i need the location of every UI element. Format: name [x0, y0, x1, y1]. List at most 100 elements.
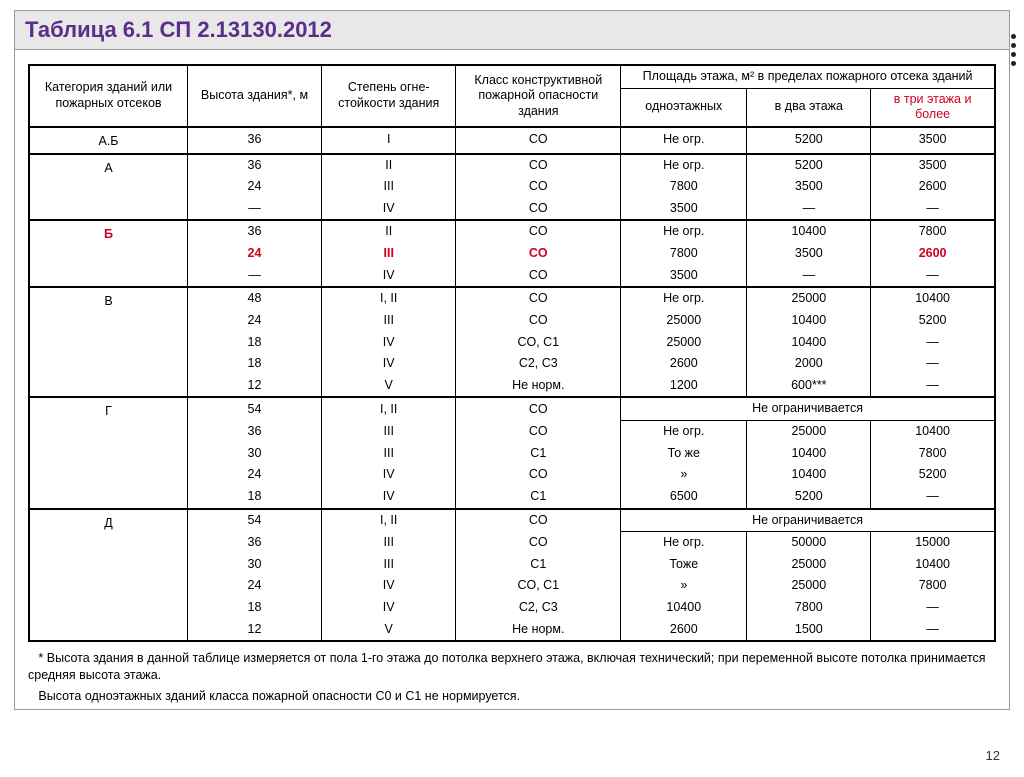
- table-cell: 1500: [747, 619, 871, 642]
- table-cell: Не огр.: [621, 532, 747, 554]
- table-cell: С1: [456, 486, 621, 509]
- table-cell-category: Г: [29, 397, 188, 508]
- table-cell: 10400: [621, 597, 747, 619]
- table-cell: CO, С1: [456, 332, 621, 354]
- table-cell: IV: [321, 464, 455, 486]
- footnote-1: * Высота здания в данной таблице измеряе…: [26, 650, 998, 684]
- table-cell: CO: [456, 509, 621, 532]
- table-cell: CO: [456, 532, 621, 554]
- table-cell: 7800: [747, 597, 871, 619]
- table-cell: IV: [321, 486, 455, 509]
- table-cell: CO: [456, 287, 621, 310]
- table-cell: 36: [188, 220, 322, 243]
- table-cell: I, II: [321, 509, 455, 532]
- table-cell: 3500: [871, 154, 995, 177]
- table-cell: —: [871, 597, 995, 619]
- table-cell: Не огр.: [621, 220, 747, 243]
- table-cell: Не огр.: [621, 154, 747, 177]
- table-cell: CO: [456, 310, 621, 332]
- corner-dots-icon: [1011, 34, 1016, 66]
- table-cell: 10400: [871, 554, 995, 576]
- table-cell: 3500: [747, 243, 871, 265]
- table-cell: III: [321, 176, 455, 198]
- table-cell: —: [188, 198, 322, 221]
- table-cell: Не огр.: [621, 127, 747, 154]
- table-cell: 3500: [747, 176, 871, 198]
- table-cell: CO: [456, 127, 621, 154]
- table-cell: II: [321, 154, 455, 177]
- table-cell: 2600: [621, 353, 747, 375]
- table-cell: III: [321, 532, 455, 554]
- table-cell: I, II: [321, 397, 455, 420]
- table-cell: 25000: [621, 332, 747, 354]
- table-cell: 25000: [747, 287, 871, 310]
- table-cell: —: [871, 265, 995, 288]
- table-cell: Не огр.: [621, 287, 747, 310]
- table-cell: 6500: [621, 486, 747, 509]
- table-cell: 10400: [747, 464, 871, 486]
- table-cell: CO: [456, 220, 621, 243]
- table-cell: С2, С3: [456, 597, 621, 619]
- table-cell: V: [321, 375, 455, 398]
- table-cell: 2600: [621, 619, 747, 642]
- table-cell: 5200: [871, 464, 995, 486]
- table-cell: 10400: [747, 332, 871, 354]
- table-cell: 48: [188, 287, 322, 310]
- page-number: 12: [986, 748, 1000, 763]
- table-cell: —: [871, 198, 995, 221]
- table-cell: 18: [188, 332, 322, 354]
- table-cell-category: А.Б: [29, 127, 188, 154]
- table-cell: CO: [456, 198, 621, 221]
- table-cell: —: [747, 265, 871, 288]
- table-cell: 2600: [871, 243, 995, 265]
- table-cell: 3500: [871, 127, 995, 154]
- table-cell: 12: [188, 375, 322, 398]
- table-cell: Не огр.: [621, 421, 747, 443]
- table-cell: 24: [188, 310, 322, 332]
- table-cell: 3500: [621, 265, 747, 288]
- table-cell: 10400: [747, 310, 871, 332]
- table-cell: 18: [188, 353, 322, 375]
- table-cell: 50000: [747, 532, 871, 554]
- table-cell: 10400: [871, 421, 995, 443]
- table-cell: —: [871, 353, 995, 375]
- table-cell: 2000: [747, 353, 871, 375]
- table-cell: С2, С3: [456, 353, 621, 375]
- table-cell: III: [321, 421, 455, 443]
- table-cell: 12: [188, 619, 322, 642]
- table-cell: 1200: [621, 375, 747, 398]
- table-cell-category: А: [29, 154, 188, 221]
- table-cell: 7800: [871, 575, 995, 597]
- table-cell: 2600: [871, 176, 995, 198]
- table-cell: С1: [456, 443, 621, 465]
- table-cell: I: [321, 127, 455, 154]
- table-cell-span: Не ограничивается: [621, 397, 995, 420]
- table-cell: 36: [188, 421, 322, 443]
- table-cell: 7800: [621, 243, 747, 265]
- table-cell: 5200: [871, 310, 995, 332]
- table-cell: 3500: [621, 198, 747, 221]
- table-cell: CO: [456, 265, 621, 288]
- table-cell: IV: [321, 353, 455, 375]
- table-cell: 18: [188, 486, 322, 509]
- footnote-2: Высота одноэтажных зданий класса пожарно…: [26, 688, 998, 705]
- table-cell: 24: [188, 243, 322, 265]
- table-cell: Тоже: [621, 554, 747, 576]
- table-cell: С1: [456, 554, 621, 576]
- table-cell: CO, С1: [456, 575, 621, 597]
- table-cell: CO: [456, 464, 621, 486]
- table-cell: Не норм.: [456, 375, 621, 398]
- table-cell: —: [871, 619, 995, 642]
- table-cell: 10400: [747, 220, 871, 243]
- table-cell: IV: [321, 265, 455, 288]
- table-cell: 24: [188, 464, 322, 486]
- table-cell: 18: [188, 597, 322, 619]
- table-cell: 15000: [871, 532, 995, 554]
- table-cell: IV: [321, 332, 455, 354]
- table-cell: 36: [188, 154, 322, 177]
- table-cell: CO: [456, 176, 621, 198]
- table-cell-category: В: [29, 287, 188, 397]
- table-cell: 30: [188, 554, 322, 576]
- table-cell: 5200: [747, 127, 871, 154]
- table-cell: 30: [188, 443, 322, 465]
